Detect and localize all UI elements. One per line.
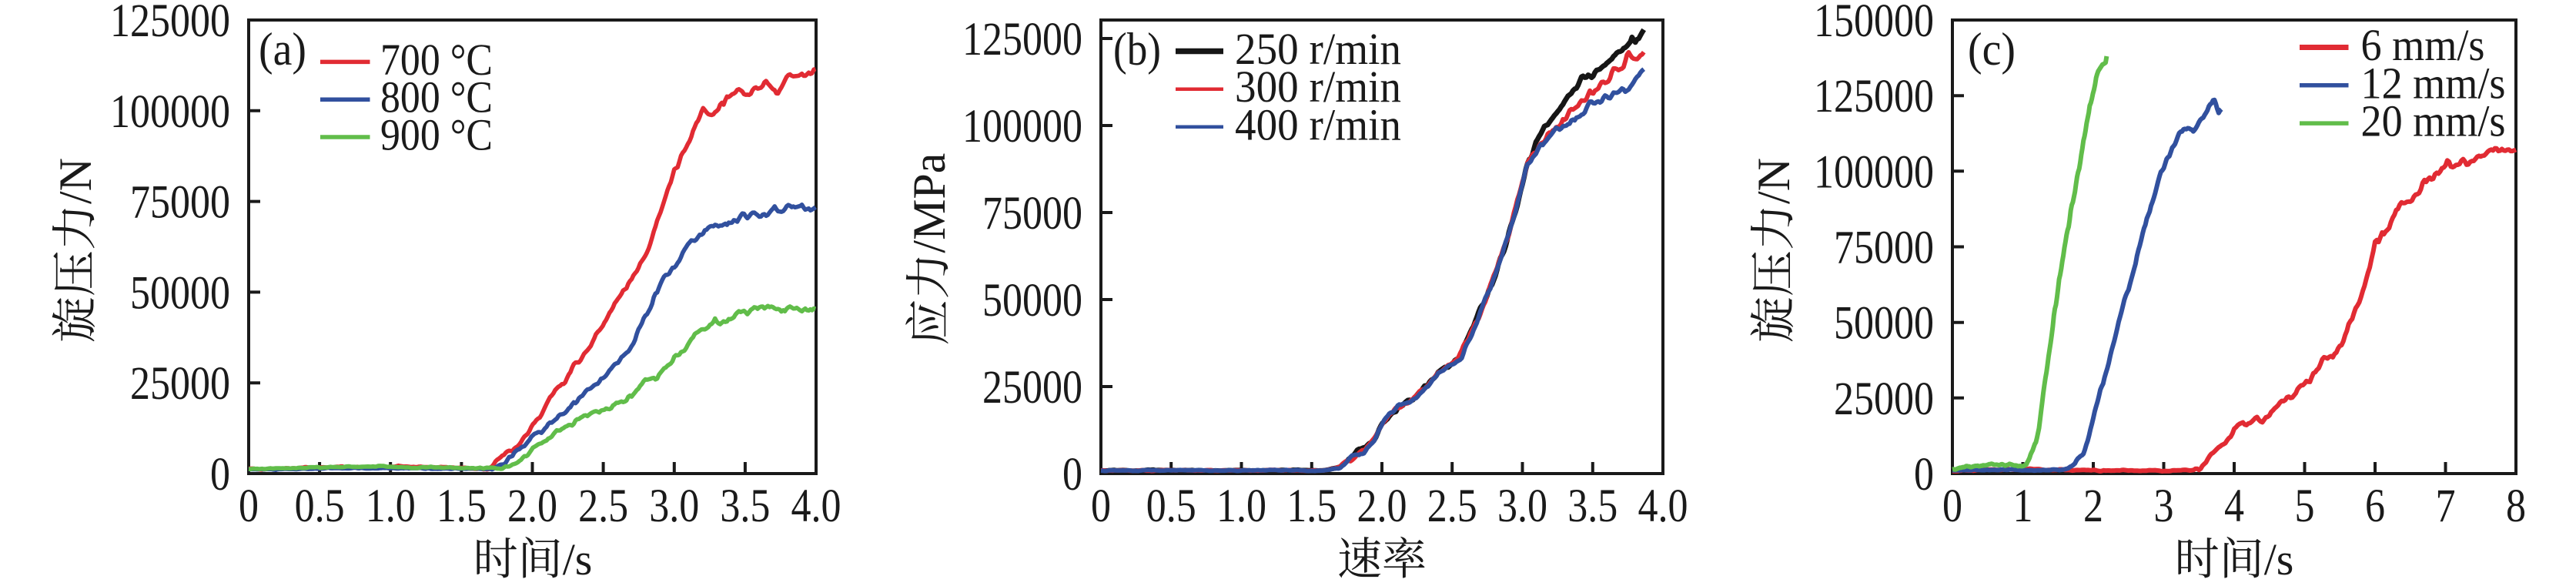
svg-text:125000: 125000: [962, 14, 1082, 65]
svg-text:0: 0: [1091, 481, 1111, 532]
svg-text:0: 0: [1914, 449, 1934, 501]
svg-text:50000: 50000: [982, 275, 1082, 326]
svg-text:75000: 75000: [130, 177, 230, 229]
svg-text:0: 0: [239, 481, 259, 532]
svg-text:125000: 125000: [110, 0, 230, 47]
svg-text:3: 3: [2154, 481, 2174, 532]
svg-text:125000: 125000: [1814, 71, 1934, 122]
svg-text:1.5: 1.5: [437, 481, 487, 532]
svg-text:1.0: 1.0: [1216, 481, 1266, 532]
svg-text:7: 7: [2436, 481, 2456, 532]
svg-text:0.5: 0.5: [295, 481, 345, 532]
svg-text:/s: /s: [2264, 534, 2294, 584]
svg-text:4.0: 4.0: [1638, 481, 1688, 532]
svg-text:0: 0: [210, 449, 230, 501]
svg-text:25000: 25000: [982, 362, 1082, 414]
svg-text:3.5: 3.5: [1567, 481, 1618, 532]
svg-text:2: 2: [2083, 481, 2103, 532]
svg-text:3.5: 3.5: [720, 481, 770, 532]
svg-text:8: 8: [2506, 481, 2526, 532]
svg-text:6 mm/s: 6 mm/s: [2361, 20, 2485, 70]
svg-text:75000: 75000: [1834, 223, 1934, 274]
svg-text:100000: 100000: [1814, 146, 1934, 198]
svg-text:20 mm/s: 20 mm/s: [2361, 96, 2506, 146]
svg-text:4: 4: [2224, 481, 2244, 532]
svg-text:1.0: 1.0: [366, 481, 416, 532]
svg-text:(c): (c): [1968, 24, 2016, 75]
svg-text:0.5: 0.5: [1146, 481, 1196, 532]
svg-text:4.0: 4.0: [791, 481, 841, 532]
svg-text:50000: 50000: [130, 267, 230, 319]
svg-text:5: 5: [2295, 481, 2315, 532]
svg-text:25000: 25000: [130, 358, 230, 410]
svg-text:150000: 150000: [1814, 0, 1934, 47]
svg-text:/N: /N: [1748, 158, 1799, 204]
svg-text:/N: /N: [50, 158, 101, 204]
svg-text:2.0: 2.0: [507, 481, 557, 532]
svg-text:50000: 50000: [1834, 298, 1934, 350]
svg-text:2.5: 2.5: [1427, 481, 1477, 532]
svg-text:3.0: 3.0: [649, 481, 699, 532]
svg-text:300 r/min: 300 r/min: [1235, 62, 1401, 112]
svg-text:100000: 100000: [110, 86, 230, 138]
svg-text:/s: /s: [563, 534, 593, 584]
svg-text:1.5: 1.5: [1286, 481, 1337, 532]
svg-text:25000: 25000: [1834, 373, 1934, 425]
svg-text:400 r/min: 400 r/min: [1235, 99, 1401, 149]
svg-text:700 °C: 700 °C: [380, 35, 493, 85]
svg-text:12 mm/s: 12 mm/s: [2361, 58, 2506, 108]
svg-text:0: 0: [1942, 481, 1962, 532]
svg-text:250 r/min: 250 r/min: [1235, 24, 1401, 74]
svg-text:/MPa: /MPa: [904, 153, 955, 253]
svg-text:900 °C: 900 °C: [380, 110, 493, 160]
svg-text:75000: 75000: [982, 188, 1082, 239]
svg-text:2.5: 2.5: [578, 481, 628, 532]
svg-text:(a): (a): [259, 24, 306, 75]
svg-text:(b): (b): [1113, 24, 1161, 75]
svg-text:2.0: 2.0: [1357, 481, 1407, 532]
svg-text:3.0: 3.0: [1497, 481, 1547, 532]
svg-text:0: 0: [1062, 449, 1082, 501]
svg-text:6: 6: [2365, 481, 2385, 532]
svg-text:800 °C: 800 °C: [380, 72, 493, 122]
svg-text:1: 1: [2013, 481, 2033, 532]
svg-text:100000: 100000: [962, 101, 1082, 152]
